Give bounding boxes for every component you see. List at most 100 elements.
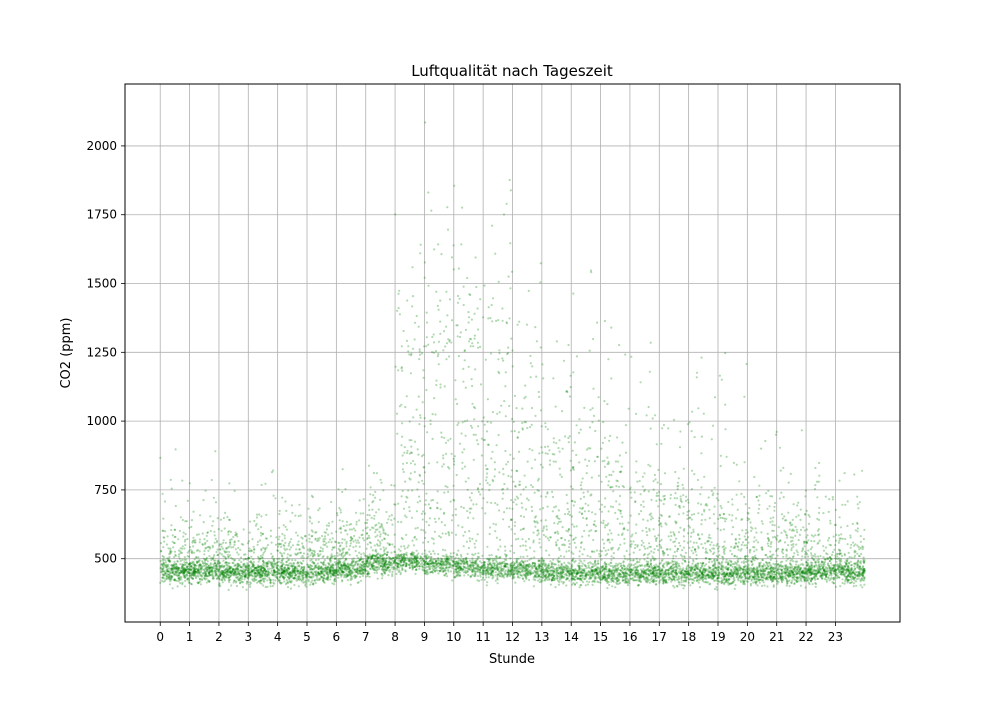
data-point [380, 548, 382, 550]
data-point [364, 571, 366, 573]
data-point [446, 486, 448, 488]
data-point [366, 561, 368, 563]
data-point [525, 486, 527, 488]
data-point [371, 517, 373, 519]
data-point [312, 574, 314, 576]
data-point [441, 565, 443, 567]
data-point [339, 574, 341, 576]
data-point [375, 555, 377, 557]
data-point [405, 534, 407, 536]
data-point [471, 492, 473, 494]
data-point [506, 203, 508, 205]
data-point [409, 557, 411, 559]
data-point [290, 538, 292, 540]
data-point [379, 558, 381, 560]
data-point [207, 531, 209, 533]
data-point [410, 372, 412, 374]
data-point [214, 570, 216, 572]
data-point [178, 567, 180, 569]
data-point [228, 530, 230, 532]
data-point [522, 561, 524, 563]
data-point [559, 468, 561, 470]
data-point [352, 546, 354, 548]
data-point [424, 513, 426, 515]
data-point [194, 571, 196, 573]
data-point [338, 558, 340, 560]
data-point [285, 510, 287, 512]
data-point [224, 572, 226, 574]
data-point [296, 570, 298, 572]
data-point [467, 489, 469, 491]
data-point [371, 509, 373, 511]
data-point [447, 466, 449, 468]
data-point [494, 253, 496, 255]
data-point [424, 550, 426, 552]
data-point [423, 377, 425, 379]
data-point [494, 562, 496, 564]
data-point [264, 548, 266, 550]
data-point [483, 439, 485, 441]
data-point [187, 577, 189, 579]
data-point [338, 548, 340, 550]
data-point [203, 553, 205, 555]
data-point [541, 451, 543, 453]
data-point [431, 336, 433, 338]
data-point [332, 567, 334, 569]
data-point [475, 503, 477, 505]
data-point [271, 570, 273, 572]
data-point [402, 468, 404, 470]
data-point [228, 579, 230, 581]
data-point [521, 571, 523, 573]
data-point [379, 541, 381, 543]
data-point [400, 521, 402, 523]
data-point [487, 482, 489, 484]
data-point [181, 582, 183, 584]
data-point [476, 579, 478, 581]
data-point [303, 571, 305, 573]
data-point [166, 565, 168, 567]
data-point [373, 560, 375, 562]
data-point [363, 539, 365, 541]
data-point [262, 584, 264, 586]
data-point [538, 564, 540, 566]
data-point [424, 569, 426, 571]
data-point [281, 540, 283, 542]
data-point [490, 352, 492, 354]
data-point [173, 573, 175, 575]
data-point [536, 571, 538, 573]
data-point [322, 538, 324, 540]
data-point [368, 509, 370, 511]
data-point [205, 547, 207, 549]
data-point [478, 491, 480, 493]
data-point [446, 314, 448, 316]
data-point [541, 580, 543, 582]
data-point [540, 262, 542, 264]
data-point [404, 481, 406, 483]
data-point [351, 572, 353, 574]
data-point [314, 538, 316, 540]
data-point [396, 413, 398, 415]
data-point [367, 543, 369, 545]
data-point [252, 575, 254, 577]
data-point [202, 532, 204, 534]
data-point [282, 576, 284, 578]
data-point [183, 547, 185, 549]
data-point [562, 582, 564, 584]
data-point [239, 582, 241, 584]
data-point [233, 579, 235, 581]
data-point [337, 573, 339, 575]
data-point [171, 488, 173, 490]
data-point [437, 353, 439, 355]
data-point [567, 508, 569, 510]
data-point [233, 581, 235, 583]
data-point [515, 558, 517, 560]
data-point [462, 421, 464, 423]
data-point [266, 565, 268, 567]
data-point [223, 517, 225, 519]
data-point [315, 559, 317, 561]
data-point [468, 547, 470, 549]
data-point [449, 298, 451, 300]
data-point [504, 574, 506, 576]
data-point [541, 425, 543, 427]
data-point [318, 567, 320, 569]
